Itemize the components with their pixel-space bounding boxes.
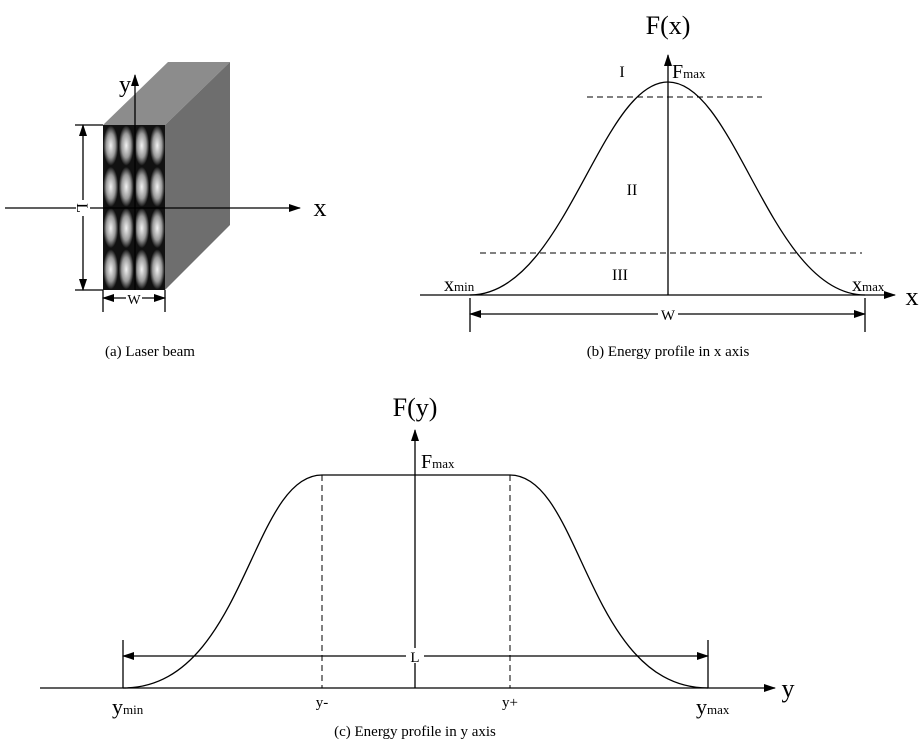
beam-spot: [134, 249, 149, 289]
beam-spot: [134, 126, 149, 166]
label-sub: max: [707, 702, 730, 717]
left-label: xmin: [444, 274, 475, 296]
right-label: ymax: [696, 694, 730, 719]
peak-label: Fmax: [421, 451, 455, 473]
label-main: x: [444, 274, 454, 296]
beam-spot: [150, 208, 165, 248]
region-label: I: [619, 64, 624, 81]
beam-spot: [150, 167, 165, 207]
label-sub: max: [683, 66, 706, 81]
beam-spot: [119, 249, 134, 289]
label-sub: max: [432, 456, 455, 471]
beam-spot: [103, 208, 118, 248]
beam-spot: [150, 249, 165, 289]
length-label: L: [73, 203, 90, 213]
edge-label: y-: [316, 695, 329, 711]
beam-spot: [103, 126, 118, 166]
label-sub: min: [454, 279, 475, 294]
beam-spot: [103, 249, 118, 289]
beam-spot: [150, 126, 165, 166]
panel-b: F(x) I Fmax II III xmin xmax x W (b) Ene…: [420, 11, 919, 360]
edge-label: y+: [502, 695, 518, 711]
beam-spot: [119, 126, 134, 166]
caption: (b) Energy profile in x axis: [587, 344, 750, 360]
beam-spot: [119, 167, 134, 207]
y-label: y: [119, 72, 131, 98]
diagram: y x L W (a) Laser beam F(x) I Fmax II II…: [0, 0, 922, 744]
label-main: y: [112, 694, 123, 719]
label-main: F: [421, 451, 432, 473]
caption: (a) Laser beam: [105, 344, 195, 360]
region-label: III: [612, 267, 628, 284]
length-label: L: [410, 650, 419, 666]
panel-c: F(y) Fmax L ymin y- y+ ymax y (c) Energy…: [40, 393, 795, 740]
width-label: W: [661, 308, 676, 324]
beam-spot: [103, 167, 118, 207]
page: y x L W (a) Laser beam F(x) I Fmax II II…: [0, 0, 922, 744]
label-sub: max: [862, 279, 885, 294]
x-label: x: [906, 282, 919, 311]
label-main: F: [672, 61, 683, 83]
beam-spot: [119, 208, 134, 248]
panel-a: y x L W (a) Laser beam: [5, 62, 327, 360]
region-label: II: [627, 182, 638, 199]
label-main: x: [852, 274, 862, 296]
y-label: y: [782, 674, 795, 703]
caption: (c) Energy profile in y axis: [334, 724, 496, 740]
axis-title: F(y): [393, 393, 438, 422]
beam-spot: [134, 208, 149, 248]
width-label: W: [127, 293, 141, 308]
right-label: xmax: [852, 274, 885, 296]
peak-label: Fmax: [672, 61, 706, 83]
axis-title: F(x): [646, 11, 691, 40]
label-sub: min: [123, 702, 144, 717]
beam-spot: [134, 167, 149, 207]
x-label: x: [314, 193, 327, 222]
label-main: y: [696, 694, 707, 719]
left-label: ymin: [112, 694, 144, 719]
